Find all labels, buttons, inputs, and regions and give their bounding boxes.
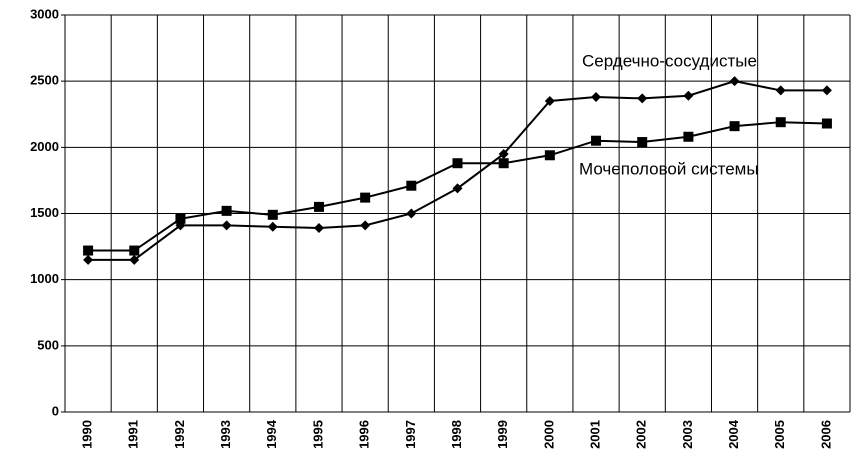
marker	[452, 183, 463, 194]
x-tick-label: 1991	[126, 420, 141, 449]
x-tick-label: 2005	[772, 420, 787, 449]
x-tick-label: 1997	[403, 420, 418, 449]
marker	[313, 201, 324, 212]
y-tick-label: 1000	[30, 271, 59, 286]
marker	[175, 213, 186, 224]
marker	[729, 121, 740, 132]
x-tick-label: 1990	[80, 420, 95, 449]
marker	[544, 96, 555, 107]
marker	[683, 90, 694, 101]
y-tick-label: 1500	[30, 205, 59, 220]
marker	[406, 180, 417, 191]
x-tick-label: 1993	[218, 420, 233, 449]
marker	[452, 158, 463, 169]
x-tick-label: 1999	[495, 420, 510, 449]
marker	[406, 208, 417, 219]
marker	[683, 131, 694, 142]
marker	[498, 158, 509, 169]
x-tick-label: 2004	[726, 419, 741, 449]
marker	[591, 135, 602, 146]
y-tick-label: 500	[37, 337, 59, 352]
x-tick-label: 1994	[264, 419, 279, 449]
x-tick-label: 1995	[310, 420, 325, 449]
x-tick-label: 1996	[357, 420, 372, 449]
x-tick-label: 2003	[680, 420, 695, 449]
marker	[267, 221, 278, 232]
marker	[775, 85, 786, 96]
annotation: Сердечно-сосудистые	[582, 51, 757, 70]
x-tick-label: 1992	[172, 420, 187, 449]
marker	[360, 220, 371, 231]
x-tick-label: 2006	[818, 420, 833, 449]
x-tick-label: 2002	[634, 420, 649, 449]
x-tick-label: 2000	[541, 420, 556, 449]
marker	[544, 150, 555, 161]
marker	[313, 223, 324, 234]
marker	[775, 117, 786, 128]
marker	[267, 209, 278, 220]
annotation: Мочеполовой системы	[579, 159, 759, 178]
x-tick-label: 1998	[449, 420, 464, 449]
marker	[498, 148, 509, 159]
marker	[360, 192, 371, 203]
marker	[221, 205, 232, 216]
y-tick-label: 3000	[30, 6, 59, 21]
marker	[729, 76, 740, 87]
marker	[821, 118, 832, 129]
marker	[591, 92, 602, 103]
x-tick-label: 2001	[587, 420, 602, 449]
y-tick-label: 0	[52, 403, 59, 418]
marker	[637, 137, 648, 148]
marker	[637, 93, 648, 104]
marker	[821, 85, 832, 96]
y-tick-label: 2500	[30, 73, 59, 88]
marker	[221, 220, 232, 231]
marker	[83, 245, 94, 256]
marker	[83, 254, 94, 265]
marker	[129, 245, 140, 256]
marker	[129, 254, 140, 265]
y-tick-label: 2000	[30, 139, 59, 154]
